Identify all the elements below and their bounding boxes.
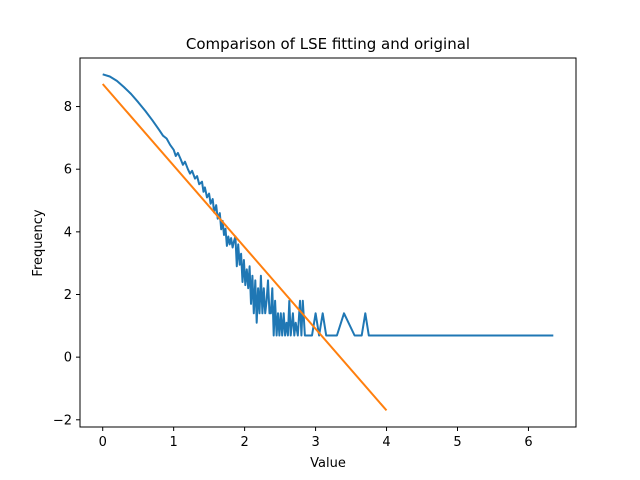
x-tick-label: 6 (524, 435, 532, 450)
y-axis-label: Frequency (31, 209, 46, 276)
x-tick-label: 1 (170, 435, 178, 450)
y-tick-label: −2 (53, 413, 72, 428)
y-tick-label: 8 (64, 100, 72, 115)
y-tick-label: 6 (64, 163, 72, 178)
series-line-original (102, 73, 554, 337)
y-tick-label: 2 (64, 288, 72, 303)
y-tick-label: 4 (64, 225, 72, 240)
x-axis-label: Value (310, 456, 346, 471)
x-tick-label: 2 (240, 435, 248, 450)
plot-area (101, 73, 554, 412)
chart-title: Comparison of LSE fitting and original (186, 35, 470, 53)
axis-ticks: 0 1 2 3 4 5 6 −2 0 2 4 6 8 (53, 100, 533, 450)
series-line-fit (101, 83, 388, 412)
x-tick-label: 5 (453, 435, 461, 450)
x-tick-label: 3 (311, 435, 319, 450)
y-tick-label: 0 (64, 351, 72, 366)
axes-frame (79, 57, 577, 428)
x-tick-label: 0 (99, 435, 107, 450)
x-tick-label: 4 (382, 435, 390, 450)
